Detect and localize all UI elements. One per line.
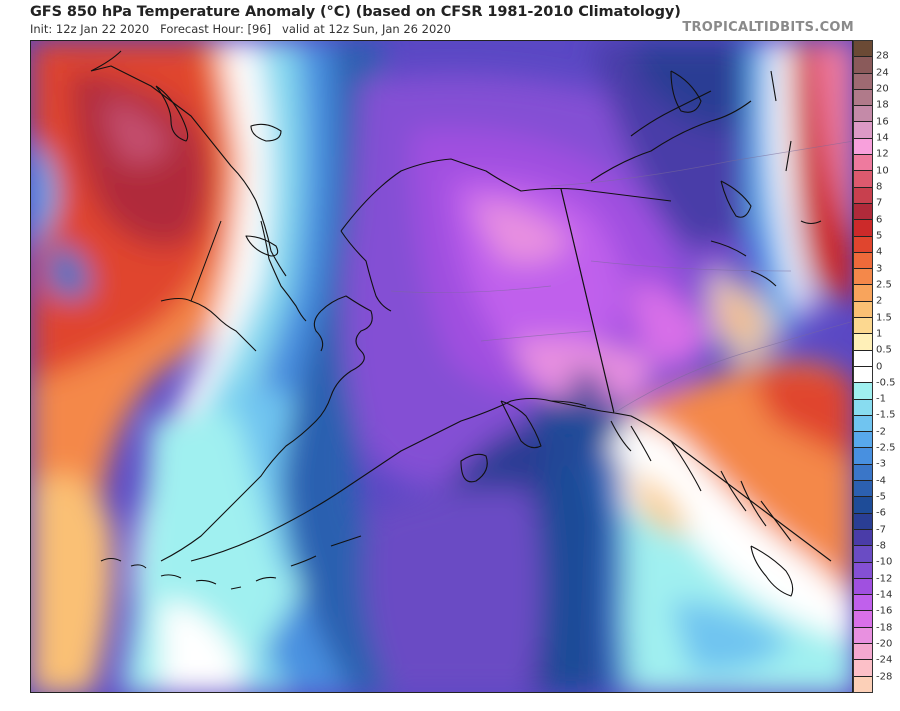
colorbar-cell xyxy=(854,383,872,400)
colorbar-cell xyxy=(854,41,872,58)
colorbar-tick-label: 12 xyxy=(876,148,889,160)
colorbar-cell xyxy=(854,252,872,270)
coastlines xyxy=(90,50,832,597)
colorbar-cell xyxy=(854,318,872,335)
colorbar-cell xyxy=(854,529,872,547)
colorbar-cell xyxy=(854,399,872,416)
colorbar-tick-label: 2.5 xyxy=(876,279,892,291)
colorbar xyxy=(853,40,873,693)
colorbar-tick-label: -1.5 xyxy=(876,409,896,421)
colorbar-cell xyxy=(854,236,872,253)
colorbar-cell xyxy=(854,643,872,661)
colorbar-cell xyxy=(854,220,872,237)
colorbar-tick-label: 1 xyxy=(876,328,883,340)
colorbar-tick-label: 24 xyxy=(876,67,889,79)
colorbar-tick-label: -18 xyxy=(876,622,893,634)
colorbar-cell xyxy=(854,350,872,367)
colorbar-cell xyxy=(854,481,872,498)
colorbar-tick-label: -5 xyxy=(876,491,886,503)
colorbar-cell xyxy=(854,285,872,302)
colorbar-tick-label: -16 xyxy=(876,605,893,617)
forecast-info: Init: 12z Jan 22 2020 Forecast Hour: [96… xyxy=(30,22,451,36)
colorbar-tick-label: 28 xyxy=(876,50,889,62)
colorbar-tick-label: 18 xyxy=(876,99,889,111)
colorbar-cell xyxy=(854,187,872,204)
colorbar-tick-label: 0 xyxy=(876,361,883,372)
map-title: GFS 850 hPa Temperature Anomaly (°C) (ba… xyxy=(30,4,681,20)
colorbar-tick-label: -20 xyxy=(876,638,893,650)
colorbar-tick-label: 10 xyxy=(876,165,889,177)
colorbar-tick-label: 4 xyxy=(876,246,883,258)
anomaly-map[interactable] xyxy=(30,40,853,693)
colorbar-tick-label: 7 xyxy=(876,197,883,209)
colorbar-tick-label: 6 xyxy=(876,214,883,226)
colorbar-cell xyxy=(854,106,872,123)
colorbar-cell xyxy=(854,578,872,596)
colorbar-tick-label: 20 xyxy=(876,83,889,95)
colorbar-cell xyxy=(854,301,872,319)
colorbar-tick-label: 2 xyxy=(876,295,883,307)
colorbar-cell xyxy=(854,627,872,644)
colorbar-cell xyxy=(854,415,872,433)
colorbar-cell xyxy=(854,464,872,482)
colorbar-tick-label: 1.5 xyxy=(876,312,892,324)
colorbar-cell xyxy=(854,89,872,107)
colorbar-cell xyxy=(854,122,872,139)
colorbar-tick-label: -28 xyxy=(876,671,893,683)
colorbar-tick-label: -2.5 xyxy=(876,442,896,454)
colorbar-tick-label: -1 xyxy=(876,393,886,405)
colorbar-cell xyxy=(854,138,872,156)
colorbar-tick-label: -2 xyxy=(876,426,886,438)
colorbar-cell xyxy=(854,203,872,221)
colorbar-tick-label: -0.5 xyxy=(876,377,896,389)
colorbar-tick-label: 3 xyxy=(876,263,883,275)
colorbar-cell xyxy=(854,546,872,563)
colorbar-tick-label: -10 xyxy=(876,556,893,568)
colorbar-cell xyxy=(854,562,872,579)
colorbar-cell xyxy=(854,432,872,449)
colorbar-tick-label: 5 xyxy=(876,230,883,242)
colorbar-tick-label: -8 xyxy=(876,540,886,552)
colorbar-cell xyxy=(854,366,872,384)
colorbar-cell xyxy=(854,497,872,514)
colorbar-cell xyxy=(854,513,872,530)
colorbar-tick-label: -6 xyxy=(876,507,886,519)
colorbar-labels: 28 24 20 18 16 14 12 10 8 7 6 5 4 3 2.5 2 1.5 1 0.5 0 -0.5 -1… xyxy=(876,40,900,693)
colorbar-tick-label: 16 xyxy=(876,116,889,128)
colorbar-cell xyxy=(854,57,872,74)
colorbar-tick-label: -7 xyxy=(876,524,886,536)
colorbar-tick-label: -12 xyxy=(876,573,893,585)
colorbar-cell xyxy=(854,73,872,90)
colorbar-tick-label: -4 xyxy=(876,475,886,487)
colorbar-cell xyxy=(854,595,872,612)
colorbar-cell xyxy=(854,611,872,628)
colorbar-tick-label: -14 xyxy=(876,589,893,601)
colorbar-cell xyxy=(854,448,872,465)
colorbar-cell xyxy=(854,334,872,351)
colorbar-tick-label: 14 xyxy=(876,132,889,144)
colorbar-tick-label: -3 xyxy=(876,458,886,470)
colorbar-tick-label: -24 xyxy=(876,654,893,666)
colorbar-cell xyxy=(854,171,872,188)
colorbar-tick-label: 8 xyxy=(876,181,883,193)
anomaly-field xyxy=(31,41,852,692)
colorbar-cell xyxy=(854,155,872,172)
colorbar-cell xyxy=(854,660,872,677)
colorbar-tick-label: 0.5 xyxy=(876,344,892,356)
colorbar-cell xyxy=(854,676,872,692)
brand-watermark: TROPICALTIDBITS.COM xyxy=(682,20,854,35)
colorbar-cell xyxy=(854,269,872,286)
